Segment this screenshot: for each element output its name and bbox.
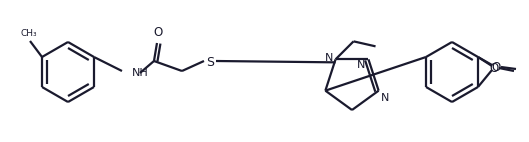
Text: O: O [491,60,500,74]
Text: O: O [489,61,499,75]
Text: N: N [381,93,389,103]
Text: N: N [357,60,366,70]
Text: N: N [325,53,334,63]
Text: S: S [206,56,214,68]
Text: O: O [153,26,162,39]
Text: CH₃: CH₃ [21,29,38,38]
Text: NH: NH [132,68,149,78]
